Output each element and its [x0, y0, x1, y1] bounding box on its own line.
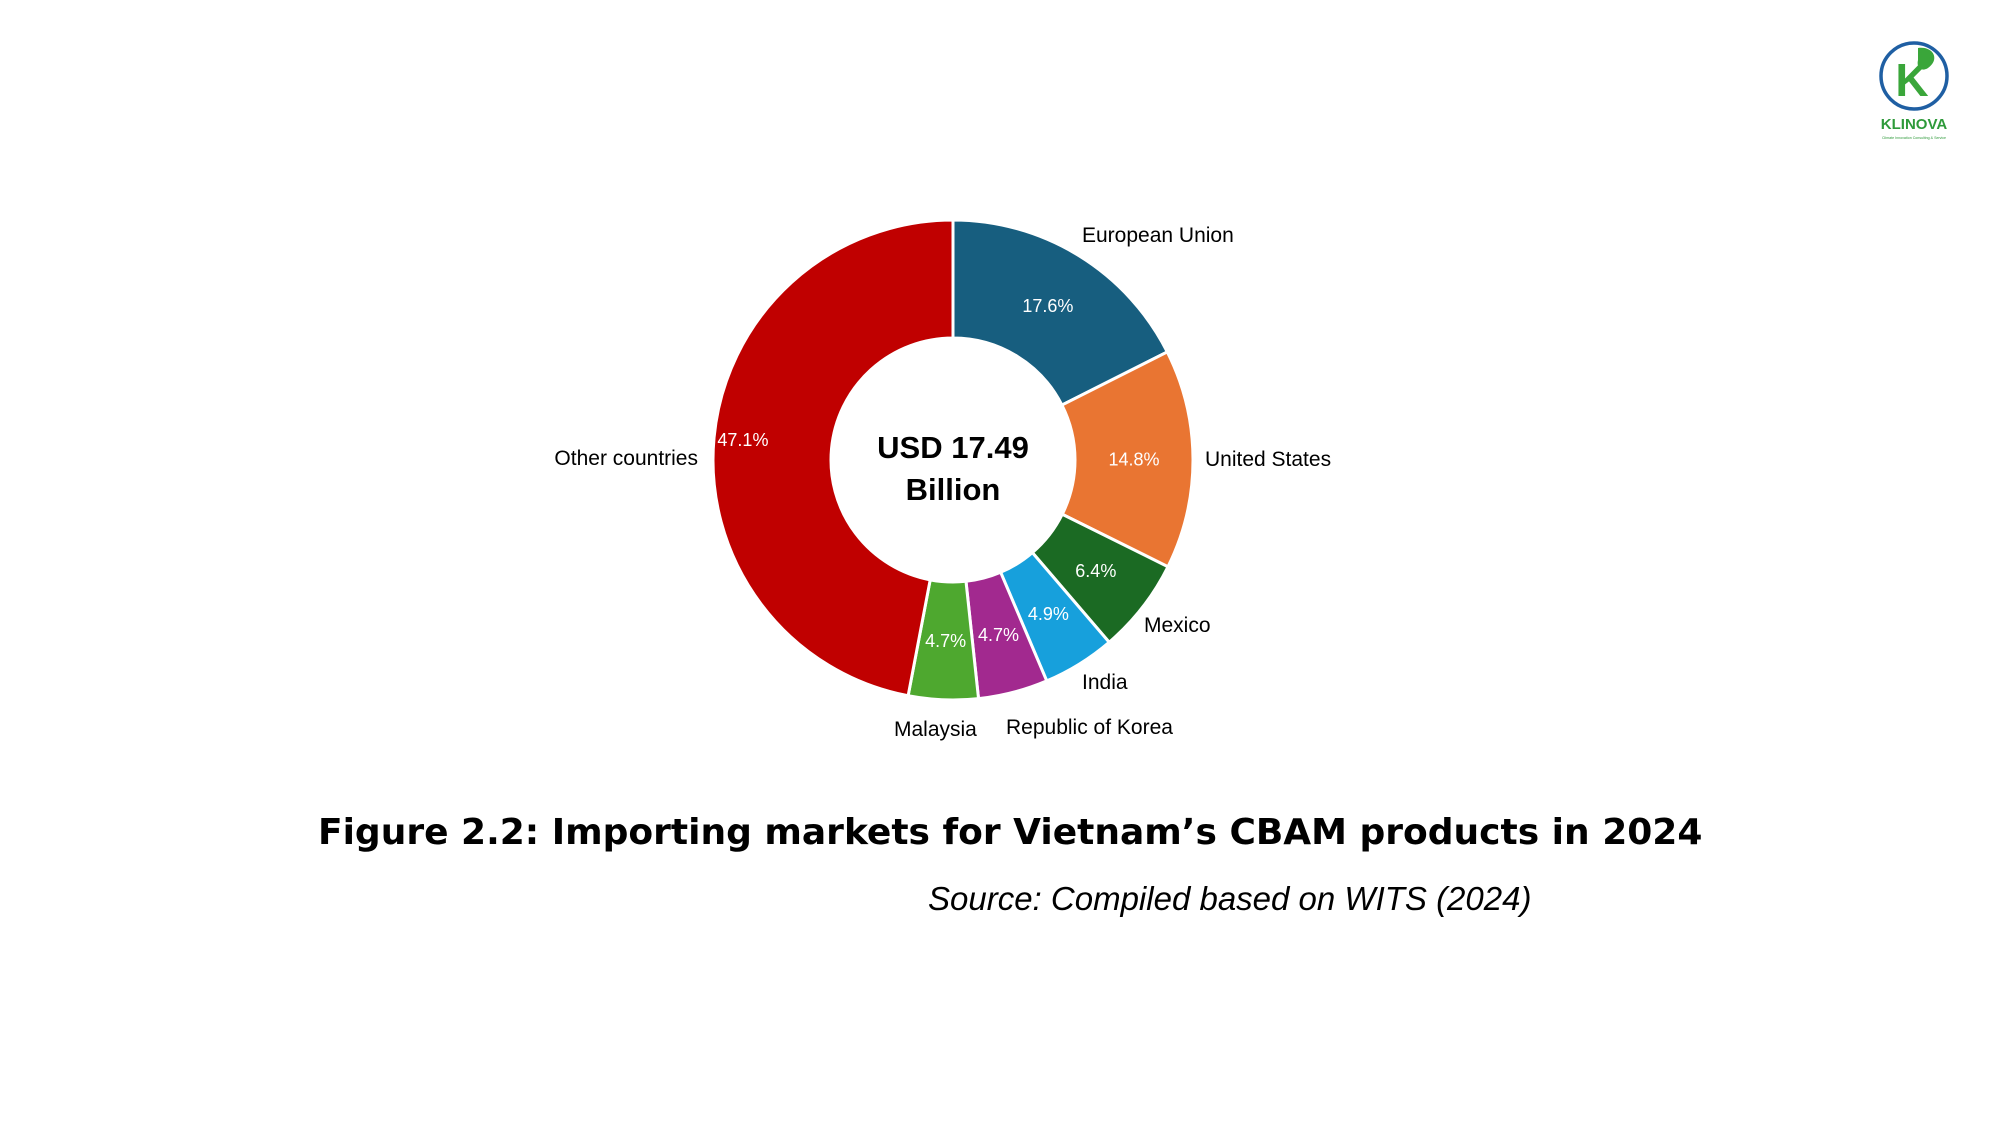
category-label: United States — [1205, 448, 1331, 471]
slice-other-countries — [711, 218, 955, 698]
category-label: India — [1082, 671, 1128, 694]
logo-letter: K — [1895, 54, 1928, 106]
value-label: 4.9% — [1028, 604, 1069, 624]
value-label: 4.7% — [925, 631, 966, 651]
chart-labels: 17.6% European Union 14.8% United States 6.4… — [554, 224, 1331, 741]
logo-tagline: Climate Innovation Consulting & Service — [1882, 136, 1946, 140]
category-label: Republic of Korea — [1006, 716, 1173, 739]
value-label: 4.7% — [978, 625, 1019, 645]
value-label: 6.4% — [1075, 561, 1116, 581]
logo-name: KLINOVA — [1881, 116, 1948, 133]
logo-leaf-icon — [1917, 47, 1935, 70]
logo-ring — [1879, 41, 1949, 111]
klinova-logo: K KLINOVA Climate Innovation Consulting … — [1879, 41, 1949, 140]
chart-slices — [711, 218, 1195, 702]
slice-european-union — [951, 218, 1170, 408]
category-label: Mexico — [1144, 614, 1211, 637]
value-label: 17.6% — [1022, 296, 1073, 316]
center-label-line-1: USD 17.49 — [877, 430, 1029, 465]
value-label: 14.8% — [1108, 449, 1159, 469]
category-label: Other countries — [554, 447, 698, 470]
center-label-line-2: Billion — [906, 472, 1001, 507]
value-label: 47.1% — [717, 430, 768, 450]
figure-title: Figure 2.2: Importing markets for Vietna… — [318, 812, 1703, 853]
category-label: Malaysia — [894, 718, 977, 741]
figure-source: Source: Compiled based on WITS (2024) — [928, 880, 1532, 917]
category-label: European Union — [1082, 224, 1234, 247]
slice-united-states — [1059, 349, 1195, 569]
